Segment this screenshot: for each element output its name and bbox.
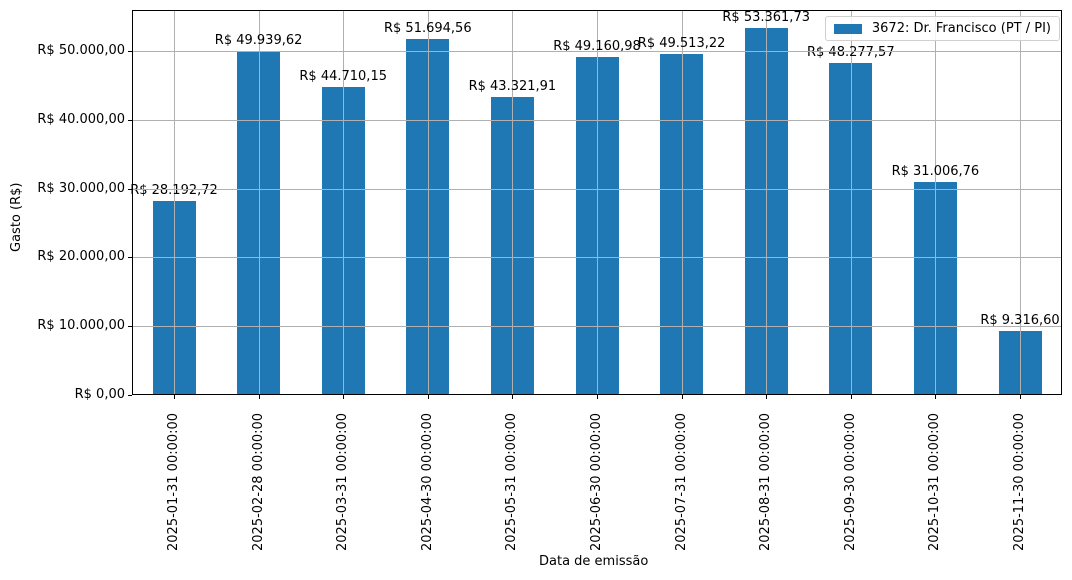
bar-value-label: R$ 31.006,76 [891, 163, 980, 179]
bar-value-label: R$ 44.710,15 [299, 69, 387, 85]
y-tick-label: R$ 10.000,00 [37, 318, 125, 334]
y-tick [128, 188, 132, 190]
bar-value-label: R$ 28.192,72 [130, 183, 218, 199]
x-tick-label: 2025-01-31 00:00:00 [166, 412, 181, 551]
x-tick [766, 395, 768, 399]
x-tick-label: 2025-04-30 00:00:00 [419, 412, 435, 551]
x-tick-label: 2025-05-31 00:00:00 [504, 412, 520, 551]
grid-line-vertical [258, 10, 260, 395]
grid-line-vertical [681, 10, 683, 395]
grid-line-vertical [174, 10, 175, 395]
x-tick-label: 2025-07-31 00:00:00 [673, 412, 689, 551]
y-tick [128, 326, 132, 328]
x-tick [597, 395, 598, 399]
grid-line-horizontal [133, 326, 1061, 328]
bar-value-label: R$ 9.316,60 [980, 312, 1060, 328]
legend: 3672: Dr. Francisco (PT / PI) [824, 16, 1060, 41]
y-tick [128, 119, 132, 121]
grid-line-vertical [512, 10, 514, 395]
x-tick [681, 395, 683, 399]
grid-line-vertical [850, 10, 852, 395]
y-tick-label: R$ 0,00 [74, 387, 125, 402]
bar-value-label: R$ 49.513,22 [637, 36, 726, 52]
y-tick [128, 257, 132, 259]
y-tick-label: R$ 40.000,00 [37, 111, 125, 127]
grid-line-horizontal [133, 188, 1061, 190]
bar-value-label: R$ 48.277,57 [806, 44, 895, 60]
bar-value-label: R$ 53.361,73 [722, 9, 810, 25]
x-tick-label: 2025-06-30 00:00:00 [589, 412, 604, 551]
y-tick-label: R$ 20.000,00 [37, 249, 125, 265]
grid-line-horizontal [133, 51, 1061, 52]
legend-swatch [833, 23, 862, 34]
y-tick-label: R$ 50.000,00 [37, 43, 125, 58]
x-tick [174, 395, 175, 399]
x-tick [935, 395, 937, 399]
x-tick-label: 2025-10-31 00:00:00 [927, 412, 943, 551]
x-tick [512, 395, 514, 399]
y-tick [128, 395, 132, 396]
plot-area [132, 10, 1062, 395]
legend-label: 3672: Dr. Francisco (PT / PI) [871, 21, 1051, 36]
grid-line-vertical [597, 10, 598, 395]
grid-line-vertical [427, 10, 429, 395]
x-tick-label: 2025-08-31 00:00:00 [758, 412, 774, 551]
bar-value-label: R$ 49.160,98 [553, 38, 641, 54]
x-tick [850, 395, 852, 399]
x-axis-title: Data de emissão [539, 554, 649, 569]
grid-line-vertical [935, 10, 937, 395]
bar-value-label: R$ 43.321,91 [468, 78, 557, 94]
bar-value-label: R$ 49.939,62 [214, 33, 303, 49]
x-tick-label: 2025-09-30 00:00:00 [842, 412, 858, 551]
grid-line-horizontal [133, 119, 1061, 121]
x-tick [258, 395, 260, 399]
x-tick [343, 395, 345, 399]
x-tick [1020, 395, 1021, 399]
x-tick [427, 395, 429, 399]
x-tick-label: 2025-02-28 00:00:00 [250, 412, 266, 551]
y-tick [128, 51, 132, 52]
bar-value-label: R$ 51.694,56 [383, 21, 472, 37]
grid-line-vertical [343, 10, 345, 395]
grid-line-vertical [766, 10, 768, 395]
grid-line-horizontal [133, 257, 1061, 259]
y-tick-label: R$ 30.000,00 [37, 180, 125, 196]
x-tick-label: 2025-03-31 00:00:00 [335, 412, 351, 551]
x-tick-label: 2025-11-30 00:00:00 [1012, 412, 1027, 551]
grid-line-vertical [1020, 10, 1021, 395]
